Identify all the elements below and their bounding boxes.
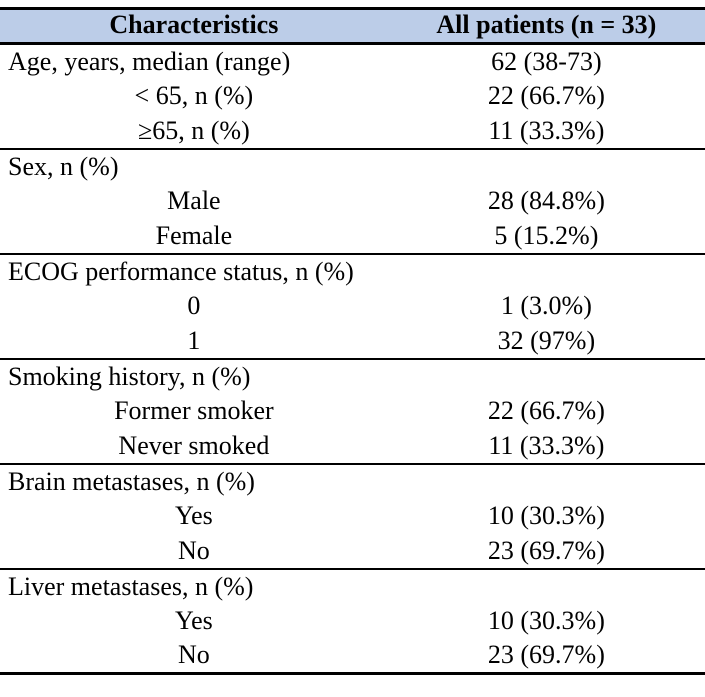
table-row-liver-mets-no: No 23 (69.7%) [0, 638, 705, 675]
row-label: Yes [174, 501, 213, 530]
row-value [388, 359, 705, 394]
row-value: 5 (15.2%) [387, 218, 705, 255]
table-row-liver-mets-yes: Yes 10 (30.3%) [0, 604, 705, 639]
row-value: 11 (33.3%) [387, 113, 705, 150]
row-label: ≥65, n (%) [0, 113, 388, 150]
row-label: Brain metastases, n (%) [8, 466, 255, 496]
table-row-sex-female: Female 5 (15.2%) [0, 218, 705, 255]
row-label: < 65, n (%) [134, 81, 254, 110]
row-label: Former smoker [114, 396, 274, 425]
row-label: Age, years, median (range) [8, 46, 291, 76]
table-header-row: Characteristics All patients (n = 33) [0, 8, 705, 45]
row-value: 32 (97%) [387, 323, 705, 360]
row-label: Yes [174, 606, 213, 635]
row-value: 11 (33.3%) [387, 428, 705, 465]
table-row-smoking-former: Former smoker 22 (66.7%) [0, 394, 705, 429]
table-row-brain-mets-no: No 23 (69.7%) [0, 533, 705, 570]
row-value: 28 (84.8%) [487, 186, 605, 215]
row-value [388, 569, 705, 604]
table-row-age-lt65: < 65, n (%) 22 (66.7%) [0, 79, 705, 114]
row-value: 23 (69.7%) [387, 638, 705, 675]
table-row-sex: Sex, n (%) [0, 149, 705, 184]
table-row-ecog-0: 0 1 (3.0%) [0, 289, 705, 324]
table-row-liver-mets: Liver metastases, n (%) [0, 569, 705, 604]
row-label: Liver metastases, n (%) [8, 571, 254, 601]
row-value: 22 (66.7%) [487, 81, 605, 110]
row-label: ECOG performance status, n (%) [8, 256, 354, 286]
row-value [388, 149, 705, 184]
table-row-age: Age, years, median (range) 62 (38-73) [0, 44, 705, 79]
row-value: 62 (38-73) [491, 46, 602, 76]
row-value: 10 (30.3%) [487, 501, 605, 530]
row-label: 1 [0, 323, 388, 360]
header-all-patients: All patients (n = 33) [387, 8, 705, 45]
row-label: No [0, 533, 388, 570]
table-row-smoking-never: Never smoked 11 (33.3%) [0, 428, 705, 465]
row-label: Female [0, 218, 388, 255]
table-row-sex-male: Male 28 (84.8%) [0, 184, 705, 219]
table-row-brain-mets: Brain metastases, n (%) [0, 464, 705, 499]
row-label: No [0, 638, 388, 675]
table-row-ecog: ECOG performance status, n (%) [0, 254, 705, 289]
row-label: 0 [187, 291, 201, 320]
row-value [388, 254, 705, 289]
row-label: Smoking history, n (%) [8, 361, 251, 391]
row-value [388, 464, 705, 499]
patient-characteristics-table: Characteristics All patients (n = 33) Ag… [0, 7, 705, 675]
table-row-smoking: Smoking history, n (%) [0, 359, 705, 394]
table-row-brain-mets-yes: Yes 10 (30.3%) [0, 499, 705, 534]
row-label: Sex, n (%) [8, 151, 119, 181]
row-value: 22 (66.7%) [487, 396, 605, 425]
row-label: Never smoked [0, 428, 388, 465]
table-row-age-ge65: ≥65, n (%) 11 (33.3%) [0, 113, 705, 150]
row-label: Male [167, 186, 221, 215]
row-value: 1 (3.0%) [500, 291, 592, 320]
table-row-ecog-1: 1 32 (97%) [0, 323, 705, 360]
row-value: 23 (69.7%) [387, 533, 705, 570]
header-characteristics: Characteristics [0, 8, 388, 45]
row-value: 10 (30.3%) [487, 606, 605, 635]
